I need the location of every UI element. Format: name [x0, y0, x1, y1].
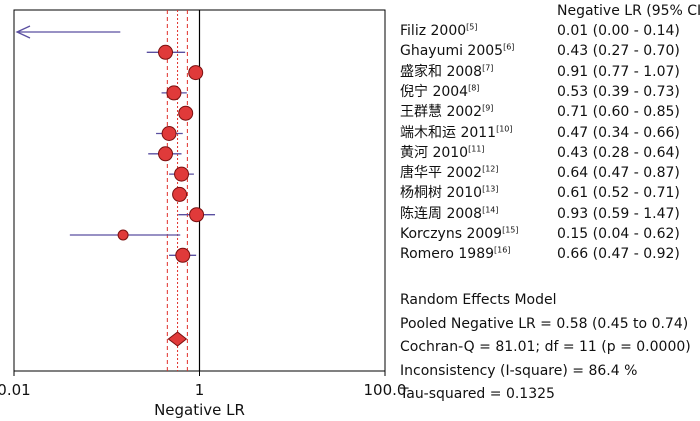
- study-reference: [9]: [482, 103, 494, 113]
- study-ci-value: 0.01 (0.00 - 0.14): [557, 23, 680, 39]
- summary-line: Inconsistency (I-square) = 86.4 %: [400, 362, 638, 379]
- study-name: Filiz 2000[5]: [400, 22, 478, 39]
- study-name: 唐华平 2002[12]: [400, 164, 499, 182]
- study-name: 王群慧 2002[9]: [400, 103, 494, 121]
- study-name: 陈连周 2008[14]: [400, 205, 499, 222]
- point-estimate: [175, 247, 191, 263]
- study-name: Korczyns 2009[15]: [400, 225, 519, 242]
- x-axis-label: Negative LR: [154, 401, 245, 419]
- point-estimate: [172, 186, 188, 202]
- study-reference: [10]: [496, 123, 513, 133]
- study-ci-value: 0.47 (0.34 - 0.66): [557, 124, 680, 141]
- study-reference: [13]: [482, 184, 499, 194]
- point-estimate: [174, 166, 190, 182]
- point-estimate: [117, 229, 129, 241]
- study-reference: [14]: [482, 205, 499, 215]
- study-reference: [11]: [468, 144, 485, 154]
- ci-arrow: [15, 25, 31, 39]
- study-name: Romero 1989[16]: [400, 245, 511, 263]
- study-reference: [8]: [468, 83, 480, 93]
- summary-line: Cochran-Q = 81.01; df = 11 (p = 0.0000): [400, 339, 691, 355]
- study-ci-value: 0.43 (0.28 - 0.64): [557, 144, 680, 161]
- summary-line: Random Effects Model: [400, 292, 557, 308]
- study-ci-value: 0.61 (0.52 - 0.71): [557, 185, 680, 202]
- x-tick-label: 1: [195, 381, 205, 399]
- study-ci-value: 0.91 (0.77 - 1.07): [557, 63, 680, 80]
- point-estimate: [188, 65, 204, 81]
- study-ci-value: 0.66 (0.47 - 0.92): [557, 246, 680, 263]
- pooled-diamond: [167, 331, 188, 347]
- point-estimate: [158, 146, 174, 162]
- x-tick-label: 0.01: [0, 381, 31, 399]
- study-ci-value: 0.64 (0.47 - 0.87): [557, 165, 680, 182]
- study-reference: [15]: [502, 225, 519, 235]
- study-name: 倪宁 2004[8]: [400, 83, 480, 100]
- study-reference: [12]: [482, 164, 499, 174]
- point-estimate: [158, 44, 174, 60]
- study-ci-value: 0.93 (0.59 - 1.47): [557, 205, 680, 222]
- study-ci-value: 0.15 (0.04 - 0.62): [557, 226, 680, 242]
- study-reference: [5]: [466, 22, 478, 32]
- study-name: 黄河 2010[11]: [400, 144, 485, 161]
- study-name: Ghayumi 2005[6]: [400, 42, 515, 60]
- point-estimate: [166, 85, 182, 101]
- column-header: Negative LR (95% CI): [557, 3, 700, 19]
- study-ci-value: 0.71 (0.60 - 0.85): [557, 104, 680, 121]
- x-tick-label: 100.0: [364, 381, 407, 399]
- study-name: 盛家和 2008[7]: [400, 62, 494, 80]
- point-estimate: [189, 207, 205, 223]
- study-name: 端木和运 2011[10]: [400, 123, 513, 141]
- study-ci-value: 0.53 (0.39 - 0.73): [557, 83, 680, 100]
- summary-line: Pooled Negative LR = 0.58 (0.45 to 0.74): [400, 315, 689, 332]
- study-reference: [16]: [494, 245, 511, 255]
- study-name: 杨桐树 2010[13]: [400, 184, 499, 202]
- summary-line: Tau-squared = 0.1325: [400, 386, 555, 402]
- study-ci-value: 0.43 (0.27 - 0.70): [557, 43, 680, 60]
- study-reference: [7]: [482, 62, 494, 72]
- point-estimate: [161, 126, 177, 141]
- point-estimate: [178, 105, 194, 121]
- study-reference: [6]: [503, 42, 515, 52]
